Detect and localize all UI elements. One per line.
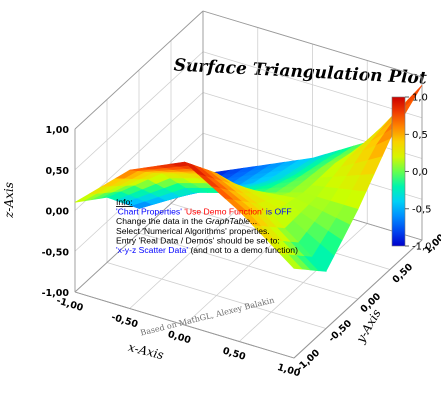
y-tick-label: -1,00 bbox=[295, 347, 323, 374]
info-text-run: ... bbox=[250, 216, 257, 226]
info-text-run: is OFF bbox=[263, 207, 291, 217]
info-text-run: (and not to a demo function) bbox=[188, 245, 298, 255]
axis-box-front-edge bbox=[74, 291, 295, 359]
z-tick-label: -1,00 bbox=[42, 288, 70, 299]
credit-text: Based on MathGL, Alexey Balakin bbox=[140, 296, 276, 338]
info-text-run: 'Use Demo Function' bbox=[184, 207, 264, 217]
chart-title: Surface Triangulation Plot bbox=[173, 55, 427, 88]
colorbar-tick-label: 0,0 bbox=[412, 167, 428, 178]
info-text-run: Select 'Numerical Algorithms' properties… bbox=[116, 226, 270, 236]
colorbar-ticks: 1,0 0,5 0,0 -0,5 -1,0 bbox=[405, 93, 432, 253]
surface-mesh bbox=[74, 84, 423, 272]
z-axis-label: z-Axis bbox=[2, 182, 16, 219]
info-text-run: 'x-y-z Scatter Data' bbox=[116, 245, 188, 255]
surface-patch bbox=[279, 253, 303, 270]
x-tick-label: 0,50 bbox=[221, 345, 247, 362]
axis-box-edge bbox=[74, 10, 204, 130]
y-tick-label: -0,50 bbox=[327, 318, 355, 345]
floor-gridline bbox=[238, 223, 368, 342]
y-axis-label: y-Axis bbox=[353, 307, 384, 346]
x-tick-label: -0,50 bbox=[110, 312, 140, 331]
info-text-run: Change the data in the bbox=[116, 216, 205, 226]
z-tick-label: 0,50 bbox=[46, 166, 70, 177]
info-text-run: 'Chart Properties' bbox=[116, 207, 184, 217]
axis-box-front bbox=[74, 239, 423, 359]
axis-box-edge bbox=[202, 10, 423, 78]
z-tick-label: -0,50 bbox=[42, 247, 70, 258]
z-tick-label: 0,00 bbox=[46, 207, 70, 218]
x-axis-ticks: -1,00-0,500,000,501,00 bbox=[55, 295, 302, 379]
colorbar bbox=[391, 96, 406, 247]
x-tick-label: 0,00 bbox=[166, 329, 192, 346]
z-tick-label: 1,00 bbox=[46, 125, 70, 136]
info-text-run: Entry 'Real Data / Demos' should be set … bbox=[116, 235, 280, 245]
x-axis-label: x-Axis bbox=[127, 340, 165, 362]
info-annotation: Info: 'Chart Properties' 'Use Demo Functi… bbox=[116, 197, 298, 255]
colorbar-tick-label: 1,0 bbox=[412, 93, 428, 104]
left-wall-gridline bbox=[74, 51, 204, 171]
colorbar-tick-label: -1,0 bbox=[412, 242, 432, 253]
colorbar-tick-label: 0,5 bbox=[412, 130, 428, 141]
colorbar-tick-label: -0,5 bbox=[412, 204, 432, 215]
z-axis-ticks: -1,00 -0,50 0,00 0,50 1,00 bbox=[42, 125, 70, 299]
x-tick-label: -1,00 bbox=[55, 295, 85, 314]
info-text-run: Info: bbox=[116, 197, 133, 207]
axis-box-front-edge bbox=[293, 239, 423, 359]
info-text-run: GraphTable bbox=[205, 216, 250, 226]
back-wall-gridline bbox=[202, 51, 423, 119]
